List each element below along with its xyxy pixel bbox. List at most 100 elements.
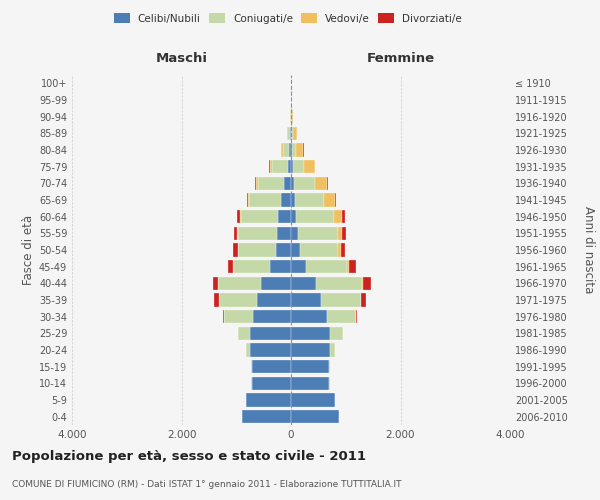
Bar — [343, 226, 346, 240]
Bar — [275, 244, 291, 256]
Bar — [325, 194, 335, 206]
Bar — [292, 110, 293, 124]
Bar — [331, 344, 335, 356]
Bar — [316, 276, 362, 290]
Bar — [247, 194, 248, 206]
Bar — [292, 126, 293, 140]
Bar — [238, 244, 275, 256]
Bar — [295, 194, 325, 206]
Bar — [233, 260, 270, 274]
Bar — [294, 176, 315, 190]
Bar — [361, 294, 366, 306]
Bar — [298, 226, 338, 240]
Bar — [229, 260, 233, 274]
Bar — [284, 176, 291, 190]
Bar — [293, 126, 297, 140]
Bar — [289, 144, 291, 156]
Bar — [291, 210, 296, 224]
Y-axis label: Fasce di età: Fasce di età — [22, 215, 35, 285]
Bar — [283, 144, 289, 156]
Bar — [315, 176, 327, 190]
Bar — [304, 160, 314, 173]
Bar — [327, 176, 328, 190]
Bar — [291, 176, 294, 190]
Bar — [334, 210, 342, 224]
Text: Popolazione per età, sesso e stato civile - 2011: Popolazione per età, sesso e stato civil… — [12, 450, 366, 463]
Bar — [291, 226, 298, 240]
Bar — [257, 294, 291, 306]
Bar — [291, 194, 295, 206]
Bar — [291, 310, 326, 324]
Bar — [246, 344, 250, 356]
Bar — [349, 260, 356, 274]
Bar — [219, 294, 257, 306]
Bar — [233, 226, 238, 240]
Bar — [331, 326, 343, 340]
Bar — [300, 244, 338, 256]
Bar — [291, 344, 331, 356]
Bar — [258, 176, 284, 190]
Bar — [292, 144, 296, 156]
Bar — [253, 310, 291, 324]
Bar — [291, 376, 329, 390]
Bar — [288, 160, 291, 173]
Bar — [291, 276, 316, 290]
Bar — [307, 260, 347, 274]
Bar — [291, 294, 321, 306]
Bar — [238, 226, 277, 240]
Bar — [335, 194, 337, 206]
Bar — [223, 310, 224, 324]
Bar — [326, 310, 356, 324]
Bar — [250, 326, 291, 340]
Bar — [261, 276, 291, 290]
Bar — [238, 326, 250, 340]
Bar — [250, 344, 291, 356]
Bar — [237, 210, 240, 224]
Bar — [272, 160, 288, 173]
Text: Femmine: Femmine — [367, 52, 434, 65]
Bar — [212, 276, 218, 290]
Bar — [270, 260, 291, 274]
Bar — [251, 360, 291, 374]
Bar — [338, 226, 343, 240]
Bar — [290, 126, 291, 140]
Bar — [291, 410, 338, 424]
Bar — [363, 276, 371, 290]
Y-axis label: Anni di nascita: Anni di nascita — [581, 206, 595, 294]
Bar — [250, 194, 281, 206]
Bar — [321, 294, 361, 306]
Bar — [269, 160, 272, 173]
Bar — [218, 276, 261, 290]
Bar — [246, 394, 291, 406]
Bar — [329, 360, 330, 374]
Bar — [241, 210, 278, 224]
Bar — [296, 210, 334, 224]
Bar — [277, 226, 291, 240]
Bar — [242, 410, 291, 424]
Bar — [291, 144, 292, 156]
Bar — [278, 210, 291, 224]
Bar — [356, 310, 358, 324]
Bar — [296, 144, 304, 156]
Bar — [291, 326, 331, 340]
Bar — [248, 194, 250, 206]
Text: Maschi: Maschi — [155, 52, 208, 65]
Bar — [255, 176, 256, 190]
Bar — [287, 126, 290, 140]
Bar — [281, 144, 283, 156]
Legend: Celibi/Nubili, Coniugati/e, Vedovi/e, Divorziati/e: Celibi/Nubili, Coniugati/e, Vedovi/e, Di… — [111, 10, 465, 26]
Bar — [342, 210, 344, 224]
Bar — [291, 360, 329, 374]
Bar — [281, 194, 291, 206]
Bar — [291, 244, 300, 256]
Bar — [214, 294, 218, 306]
Bar — [233, 244, 238, 256]
Bar — [291, 160, 293, 173]
Bar — [256, 176, 258, 190]
Bar — [240, 210, 241, 224]
Bar — [291, 394, 335, 406]
Bar — [293, 160, 304, 173]
Bar — [224, 310, 253, 324]
Bar — [347, 260, 349, 274]
Bar — [338, 244, 341, 256]
